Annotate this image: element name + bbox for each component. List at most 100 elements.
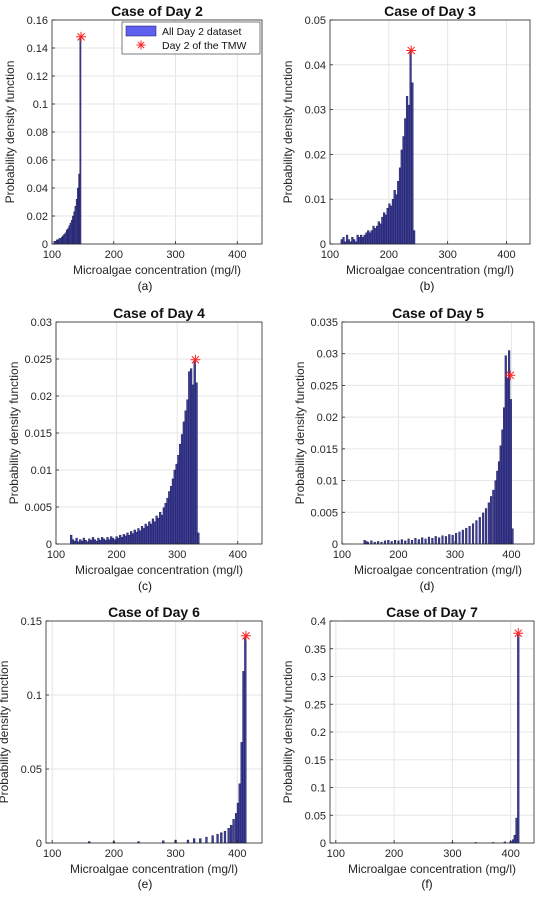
histogram-bar [84,540,87,545]
y-tick-label: 0.12 [27,71,48,83]
histogram-bar [126,532,129,545]
y-tick-label: 0 [320,239,326,251]
histogram-bar [451,534,454,545]
histogram-bar [184,410,187,545]
histogram-bar [404,540,407,545]
figure-caption: (a) [138,279,153,293]
histogram-bar [95,540,98,545]
x-axis-label: Microalgae concentration (mg/l) [346,263,514,277]
histogram-bar [90,540,93,545]
histogram-bar [358,237,361,245]
histogram-bar [195,382,198,545]
histogram-bar [404,118,407,245]
x-tick-label: 200 [105,848,123,860]
histogram-bar [353,239,356,245]
histogram-bar [236,802,240,844]
histogram-bar [131,533,135,545]
histogram-bar [384,214,387,245]
tmw-marker [513,628,524,639]
histogram-bar [191,384,195,545]
histogram-bar [375,225,379,245]
x-tick-label: 400 [502,848,520,860]
x-tick-label: 100 [333,549,351,561]
histogram-bar [461,529,464,545]
histogram-bar [173,469,176,545]
histogram-bar [108,539,111,545]
histogram-bar [82,537,85,545]
histogram-bar [365,232,368,245]
tmw-marker [505,370,516,381]
axes-box [45,620,263,844]
y-axis-label: Probability density function [3,61,17,204]
y-axis-label: Probability density function [281,661,295,804]
histogram-bar [88,538,91,545]
histogram-bar [97,537,100,545]
histogram-bar [368,232,372,245]
y-tick-label: 0.04 [305,60,326,72]
chart-title: Case of Day 5 [392,305,484,321]
histogram-bar [393,190,396,245]
histogram-bar [79,36,82,245]
histogram-bar [182,421,185,545]
x-axis-label: Microalgae concentration (mg/l) [75,563,243,577]
histogram-bar [345,234,349,245]
histogram-bar [448,534,451,545]
histogram-bar [340,239,343,245]
x-tick-label: 400 [229,549,247,561]
histogram-bar [478,517,481,545]
x-axis-label: Microalgae concentration (mg/l) [73,263,241,277]
histogram-bar [383,212,386,245]
histogram-bar [113,539,116,545]
y-tick-label: 0.1 [33,99,48,111]
histogram-bar [124,535,127,545]
x-tick-label: 200 [107,549,125,561]
x-tick-label: 300 [438,249,456,261]
x-tick-label: 100 [327,848,345,860]
y-tick-label: 0.05 [21,764,42,776]
y-tick-label: 0.015 [310,444,338,456]
y-tick-label: 0.005 [310,507,338,519]
histogram-bar [117,537,120,545]
histogram-bar [431,538,434,545]
histogram-bar [238,783,241,844]
histogram-bar [119,534,122,545]
histogram-bar [360,234,363,245]
histogram-bar [417,539,420,545]
chart-title: Case of Day 7 [386,604,478,620]
legend-entry-label: All Day 2 dataset [162,26,241,38]
histogram-bar [497,461,501,545]
y-tick-label: 0.2 [311,727,326,739]
histogram-bar [102,538,105,545]
histogram-bar [155,515,158,545]
x-tick-label: 100 [43,848,61,860]
histogram-bar [99,540,102,545]
histogram-bar [186,399,189,545]
histogram-bar [379,223,382,245]
y-tick-label: 0.025 [24,354,52,366]
y-tick-label: 0.1 [27,690,42,702]
histogram-bar [407,104,410,245]
histogram-bar [455,533,458,545]
histogram-bar [142,528,145,545]
x-tick-label: 400 [228,249,246,261]
histogram-bar [499,445,502,545]
histogram-bar [484,508,488,545]
y-tick-label: 0.15 [305,755,326,767]
histogram-bar [120,537,124,545]
y-tick-label: 0 [42,239,48,251]
histogram-bar [153,521,156,545]
histogram-bar [133,529,136,545]
histogram-bar [104,540,107,545]
chart-title: Case of Day 6 [108,604,200,620]
histogram-bar [186,839,190,844]
legend: All Day 2 dataset Day 2 of the TMW [121,21,261,55]
y-axis-label: Probability density function [293,362,307,505]
histogram-bar [128,534,131,545]
histogram-bar [106,537,109,545]
y-tick-label: 0.005 [24,502,52,514]
histogram-bar [144,523,147,545]
chart-panel-3: 100 200 300 400 0 0.005 0.01 0.015 0.02 0.025 0.03… [7,305,263,593]
histogram-bar [232,819,235,844]
